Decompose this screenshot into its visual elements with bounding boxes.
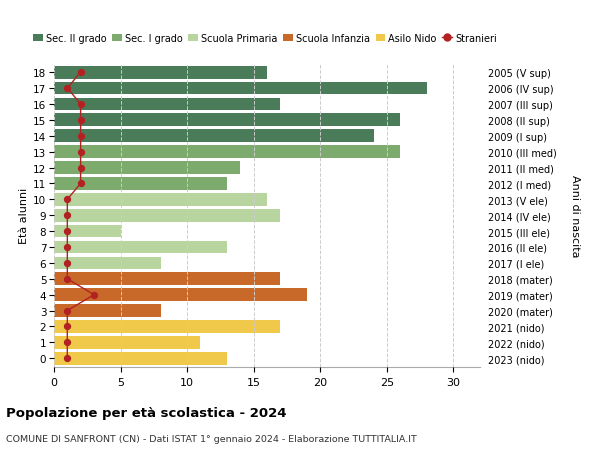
Point [76,180,85,188]
Point [62,196,72,203]
Bar [54,162,241,174]
Point [76,133,85,140]
Bar [54,320,280,333]
Point [62,260,72,267]
Point [62,212,72,219]
Point [76,149,85,156]
Bar [54,257,161,269]
Y-axis label: Anni di nascita: Anni di nascita [570,174,580,257]
Bar [54,273,280,285]
Point [62,307,72,314]
Bar [54,83,427,95]
Bar [54,178,227,190]
Bar [54,352,227,365]
Point [62,323,72,330]
Bar [54,146,400,159]
Point [76,69,85,77]
Bar [54,67,267,79]
Point [62,85,72,93]
Bar [54,289,307,302]
Point [62,244,72,251]
Text: COMUNE DI SANFRONT (CN) - Dati ISTAT 1° gennaio 2024 - Elaborazione TUTTITALIA.I: COMUNE DI SANFRONT (CN) - Dati ISTAT 1° … [6,434,417,443]
Point [76,101,85,108]
Point [62,355,72,362]
Bar [54,305,161,317]
Bar [54,336,200,349]
Point [76,164,85,172]
Point [62,275,72,283]
Point [62,339,72,346]
Point [62,228,72,235]
Bar [54,98,280,111]
Point [76,117,85,124]
Text: Popolazione per età scolastica - 2024: Popolazione per età scolastica - 2024 [6,406,287,419]
Bar [54,114,400,127]
Y-axis label: Età alunni: Età alunni [19,188,29,244]
Bar [54,225,121,238]
Bar [54,241,227,254]
Bar [54,209,280,222]
Point [89,291,99,299]
Bar [54,194,267,206]
Legend: Sec. II grado, Sec. I grado, Scuola Primaria, Scuola Infanzia, Asilo Nido, Stran: Sec. II grado, Sec. I grado, Scuola Prim… [29,30,500,47]
Bar [54,130,373,143]
